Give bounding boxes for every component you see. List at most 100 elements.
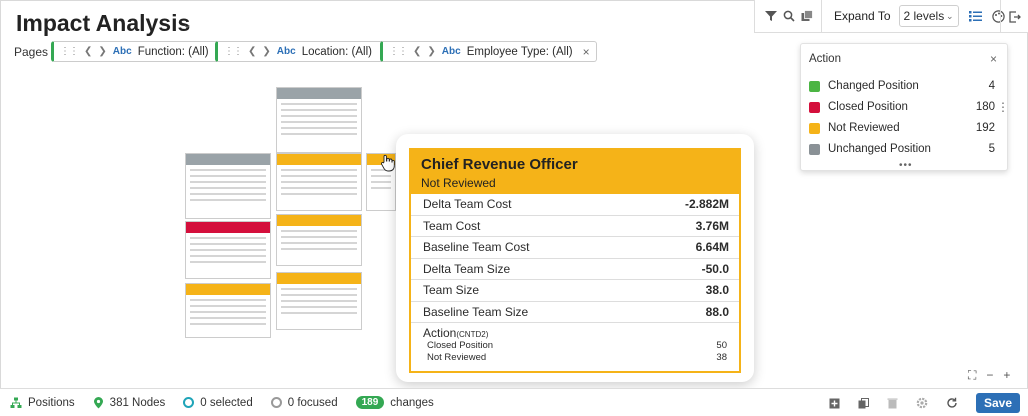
toolbar-right-icons <box>968 9 1005 23</box>
expand-levels-select[interactable]: 2 levels ⌄ <box>898 5 959 27</box>
expand-levels-value: 2 levels <box>903 9 945 23</box>
metric-value: 6.64M <box>695 240 729 255</box>
chevron-left-icon[interactable]: ❮ <box>248 46 257 57</box>
more-icon[interactable]: ••• <box>899 160 913 171</box>
chevron-right-icon[interactable]: ❯ <box>262 46 271 57</box>
action-breakdown-row: Closed Position 50 <box>423 340 727 352</box>
positions-status[interactable]: Positions <box>10 397 75 409</box>
list-view-icon[interactable] <box>968 10 982 22</box>
filter-chip-location[interactable]: ⋮⋮ ❮ ❯ Abc Location: (All) × <box>215 41 397 62</box>
node-detail-card: Chief Revenue Officer Not Reviewed Delta… <box>409 148 741 373</box>
text-type-icon: Abc <box>441 46 461 57</box>
add-node-icon[interactable] <box>829 398 840 409</box>
node-detail-tooltip: Chief Revenue Officer Not Reviewed Delta… <box>396 134 754 382</box>
color-swatch <box>809 101 820 113</box>
filter-chip-function[interactable]: ⋮⋮ ❮ ❯ Abc Function: (All) × <box>51 41 233 62</box>
chevron-left-icon[interactable]: ❮ <box>413 46 422 57</box>
org-node-card[interactable] <box>185 283 271 338</box>
metric-row: Baseline Team Cost 6.64M <box>411 237 739 259</box>
fit-screen-icon[interactable]: ⛶ <box>968 368 977 382</box>
refresh-icon[interactable] <box>946 397 958 409</box>
metric-value: 3.76M <box>695 218 729 233</box>
text-type-icon: Abc <box>276 46 296 57</box>
page-title: Impact Analysis <box>16 10 191 36</box>
filter-chip-label: Function: (All) <box>137 45 209 58</box>
zoom-out-icon[interactable]: − <box>986 368 994 382</box>
org-node-card[interactable] <box>276 214 362 266</box>
selected-count: 0 selected <box>200 396 253 409</box>
location-pin-icon <box>93 396 103 408</box>
drag-handle-icon[interactable]: ⋮⋮ <box>389 46 408 57</box>
hand-cursor-icon <box>381 154 395 172</box>
metric-label: Team Cost <box>423 218 481 233</box>
copy-icon[interactable] <box>858 397 869 409</box>
action-breakdown: Action(CNTD2) Closed Position 50 Not Revi… <box>411 323 739 367</box>
legend-item-count: 5 <box>988 143 995 155</box>
zoom-in-icon[interactable]: + <box>1003 368 1011 382</box>
metric-row: Baseline Team Size 88.0 <box>411 302 739 323</box>
save-button[interactable]: Save <box>975 393 1020 413</box>
expand-to-label: Expand To <box>834 9 891 23</box>
zoom-controls: ⛶ − + <box>968 368 1010 383</box>
chevron-right-icon[interactable]: ❯ <box>427 46 436 57</box>
drag-handle-icon[interactable]: ⋮⋮ <box>60 46 79 57</box>
toolbar: Expand To 2 levels ⌄ <box>754 0 1028 33</box>
legend-item-label: Changed Position <box>828 80 919 92</box>
nodes-count: 381 Nodes <box>109 396 166 409</box>
metric-label: Delta Team Size <box>423 261 511 276</box>
metric-value: -50.0 <box>701 261 729 276</box>
metric-row: Delta Team Size -50.0 <box>411 259 739 280</box>
action-value: 38 <box>716 352 727 363</box>
chevron-left-icon[interactable]: ❮ <box>84 46 93 57</box>
kebab-menu-icon[interactable]: ⋮ <box>997 100 1009 114</box>
search-icon[interactable] <box>783 10 795 22</box>
filter-icon[interactable] <box>765 10 777 22</box>
toolbar-icon-group <box>755 0 822 32</box>
status-actions: Save <box>829 393 1020 413</box>
legend-item-label: Not Reviewed <box>828 122 900 134</box>
node-status: Not Reviewed <box>421 176 496 190</box>
title-dropdown-chevron-icon[interactable]: ⌄ <box>182 17 193 31</box>
org-node-card[interactable] <box>276 272 362 330</box>
legend-item-closed[interactable]: Closed Position 180 <box>809 101 995 113</box>
exit-icon <box>1008 10 1021 23</box>
focused-status: 0 focused <box>270 396 338 409</box>
metric-row: Team Size 38.0 <box>411 280 739 302</box>
org-node-card[interactable] <box>276 87 362 153</box>
legend-item-changed[interactable]: Changed Position 4 <box>809 80 995 92</box>
org-node-card[interactable] <box>185 221 271 279</box>
changes-label: changes <box>390 396 434 409</box>
close-icon[interactable]: × <box>989 52 997 66</box>
metric-row: Delta Team Cost -2.882M <box>411 194 739 216</box>
settings-icon[interactable] <box>916 397 928 409</box>
status-bar: Positions 381 Nodes 0 selected 0 focused… <box>0 388 1028 416</box>
metric-label: Baseline Team Cost <box>423 240 530 255</box>
legend-item-not-reviewed[interactable]: Not Reviewed 192 <box>809 122 995 134</box>
color-swatch <box>809 143 820 155</box>
focused-count: 0 focused <box>287 396 338 409</box>
nodes-status: 381 Nodes <box>93 396 166 409</box>
legend-item-unchanged[interactable]: Unchanged Position 5 <box>809 143 995 155</box>
radio-focus-icon <box>270 397 282 408</box>
metric-value: 88.0 <box>705 304 729 319</box>
close-icon[interactable]: × <box>582 44 590 59</box>
action-label: Not Reviewed <box>427 352 487 363</box>
drag-handle-icon[interactable]: ⋮⋮ <box>224 46 243 57</box>
org-node-card[interactable] <box>276 153 362 211</box>
legend-item-count: 192 <box>975 122 995 134</box>
chevron-right-icon[interactable]: ❯ <box>98 46 107 57</box>
pages-label: Pages <box>14 45 49 59</box>
action-label: Closed Position <box>427 340 494 351</box>
changes-status[interactable]: 189 changes <box>355 396 434 409</box>
exit-button[interactable] <box>1000 0 1028 33</box>
metric-value: -2.882M <box>684 197 729 212</box>
org-node-card[interactable] <box>185 153 271 219</box>
action-legend: Action × Changed Position 4 Closed Posit… <box>800 43 1008 171</box>
filter-chip-employee-type[interactable]: ⋮⋮ ❮ ❯ Abc Employee Type: (All) × <box>380 41 597 62</box>
metric-label: Baseline Team Size <box>423 304 529 319</box>
delete-icon[interactable] <box>887 397 898 409</box>
positions-label: Positions <box>28 396 75 409</box>
layers-icon[interactable] <box>801 10 813 22</box>
legend-item-count: 4 <box>988 80 995 92</box>
action-value: 50 <box>716 340 727 351</box>
